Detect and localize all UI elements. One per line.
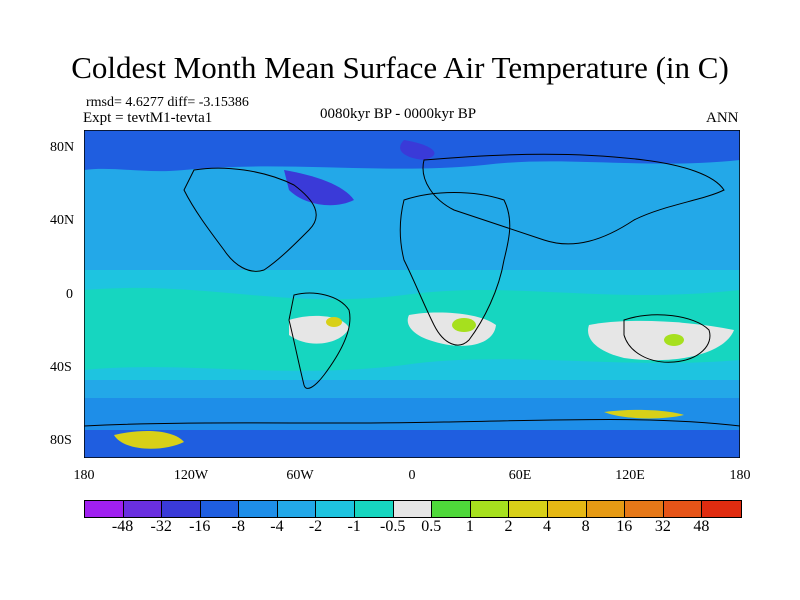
eurasia-outline: [422, 153, 725, 245]
africa-patch: [407, 312, 496, 346]
colorbar-cell: [85, 501, 124, 517]
colorbar-label: -48: [111, 518, 134, 535]
colorbar-cell: [625, 501, 664, 517]
colorbar-cell: [547, 501, 587, 517]
colorbar-cell: [355, 501, 394, 517]
lat-label-40n: 40N: [50, 213, 75, 228]
experiment-label: Expt = tevtM1-tevta1: [83, 110, 213, 126]
colorbar-label: -16: [189, 518, 211, 535]
coastlines: [84, 153, 740, 427]
lon-label-180e: 180: [729, 468, 751, 483]
lon-label-60e: 60E: [508, 468, 532, 483]
colorbar-label: 0.5: [421, 518, 442, 535]
australia-warm: [664, 334, 684, 346]
colorbar-cell: [586, 501, 626, 517]
colorbar-cell: [702, 501, 741, 517]
lat-label-40s: 40S: [50, 360, 72, 375]
antarctic-warm-west: [114, 430, 184, 449]
colorbar-label: 48: [693, 518, 710, 535]
colorbar-cell: [239, 501, 278, 517]
colorbar-label: -2: [308, 518, 323, 535]
colorbar-label: 8: [581, 518, 590, 535]
greenland-cold: [400, 140, 435, 160]
lon-label-120e: 120E: [615, 468, 645, 483]
colorbar-cell: [277, 501, 317, 517]
colorbar-cell: [509, 501, 548, 517]
colorbar-cell: [663, 501, 703, 517]
colorbar-cell: [123, 501, 163, 517]
colorbar-label: 1: [465, 518, 474, 535]
colorbar-label: 2: [504, 518, 513, 535]
colorbar-label: -32: [150, 518, 172, 535]
colorbar-label: 32: [654, 518, 671, 535]
lat-label-80n: 80N: [50, 140, 75, 155]
southamerica-warm: [326, 317, 342, 327]
colorbar-cell: [200, 501, 240, 517]
map-title: Coldest Month Mean Surface Air Temperatu…: [71, 50, 729, 85]
canada-cold: [284, 170, 354, 206]
lon-label-120w: 120W: [173, 468, 209, 483]
stats-text: rmsd= 4.6277 diff= -3.15386: [86, 95, 249, 110]
antarctic-warm-east: [604, 409, 684, 419]
colorbar-label: 4: [543, 518, 552, 535]
colorbar-cell: [393, 501, 433, 517]
australia-patch: [588, 320, 734, 361]
antarctic-cold: [84, 430, 740, 458]
colorbar-label: -0.5: [380, 518, 406, 535]
africa-outline: [399, 192, 511, 346]
north-america-outline: [183, 167, 317, 272]
colorbar-cell: [432, 501, 471, 517]
colorbar-label: -8: [231, 518, 245, 535]
south-america-outline: [288, 292, 351, 389]
lon-label-60w: 60W: [286, 468, 314, 483]
africa-warm: [452, 318, 476, 332]
colorbar-label: 16: [616, 518, 633, 535]
colorbar-cell: [470, 501, 510, 517]
lat-label-80s: 80S: [50, 433, 72, 448]
temperature-map: [84, 130, 740, 458]
colorbar-cell: [316, 501, 356, 517]
colorbar-label: -1: [347, 518, 361, 535]
colorbar-label: -4: [270, 518, 284, 535]
period-label: 0080kyr BP - 0000kyr BP: [320, 106, 477, 122]
australia-outline: [623, 314, 711, 363]
season-label: ANN: [706, 110, 739, 126]
lon-label-0: 0: [408, 468, 416, 483]
antarctica-outline: [84, 419, 740, 427]
colorbar-cell: [162, 501, 201, 517]
lon-label-180w: 180: [73, 468, 95, 483]
lat-label-0: 0: [66, 287, 73, 302]
colorbar: [84, 500, 742, 518]
